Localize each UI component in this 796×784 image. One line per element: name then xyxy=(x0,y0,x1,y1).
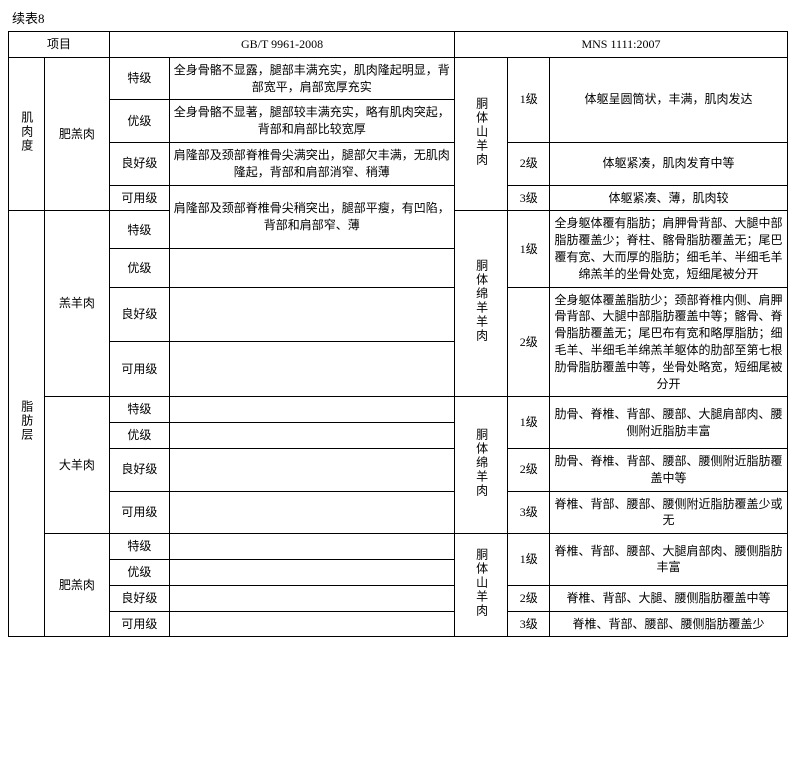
gb-grade-you: 优级 xyxy=(110,100,169,143)
table-row: 良好级 肩隆部及颈部脊椎骨尖满突出，腿部欠丰满，无肌肉隆起，背部和肩部消窄、稍薄… xyxy=(9,142,788,185)
gb-grade-you: 优级 xyxy=(110,423,169,449)
mns-desc: 脊椎、背部、腰部、腰侧脂肪覆盖少 xyxy=(550,611,788,637)
mns-desc: 肋骨、脊椎、背部、腰部、大腿肩部肉、腰侧附近脂肪丰富 xyxy=(550,397,788,449)
gb-desc-empty xyxy=(169,534,454,560)
mns-cat-shanyang2: 胴体山羊肉 xyxy=(454,534,508,637)
gb-grade-keyong: 可用级 xyxy=(110,491,169,534)
mns-desc: 脊椎、背部、大腿、腰侧脂肪覆盖中等 xyxy=(550,585,788,611)
gb-grade-lianghao: 良好级 xyxy=(110,287,169,342)
header-gb: GB/T 9961-2008 xyxy=(110,32,455,58)
table-row: 良好级 2级 肋骨、脊椎、背部、腰部、腰侧附近脂肪覆盖中等 xyxy=(9,448,788,491)
gb-grade-you: 优级 xyxy=(110,249,169,287)
gb-desc: 全身骨骼不显著，腿部较丰满充实，略有肌肉突起，背部和肩部比较宽厚 xyxy=(169,100,454,143)
mns-grade-1: 1级 xyxy=(508,211,550,287)
gb-grade-lianghao: 良好级 xyxy=(110,585,169,611)
gb-desc: 肩隆部及颈部脊椎骨尖稍突出，腿部平瘦，有凹陷，背部和肩部窄、薄 xyxy=(169,185,454,249)
gb-grade-you: 优级 xyxy=(110,559,169,585)
mns-cat-mianyang: 胴体绵羊羊肉 xyxy=(454,211,508,397)
table-row: 大羊肉 特级 胴体绵羊肉 1级 肋骨、脊椎、背部、腰部、大腿肩部肉、腰侧附近脂肪… xyxy=(9,397,788,423)
mns-grade-2: 2级 xyxy=(508,585,550,611)
mns-grade-1: 1级 xyxy=(508,397,550,449)
gb-grade-lianghao: 良好级 xyxy=(110,142,169,185)
table-row: 肌肉度 肥羔肉 特级 全身骨骼不显露，腿部丰满充实，肌肉隆起明显，背部宽平，肩部… xyxy=(9,57,788,100)
mns-cat-mianyang2: 胴体绵羊肉 xyxy=(454,397,508,534)
gb-desc-empty xyxy=(169,423,454,449)
gb-desc-empty xyxy=(169,559,454,585)
gb-desc-empty xyxy=(169,397,454,423)
gb-desc-empty xyxy=(169,249,454,287)
gb-grade-lianghao: 良好级 xyxy=(110,448,169,491)
col-fat: 脂肪层 xyxy=(9,211,45,637)
mns-grade-3: 3级 xyxy=(508,491,550,534)
cat-dayangrou: 大羊肉 xyxy=(44,397,109,534)
mns-grade-2: 2级 xyxy=(508,142,550,185)
header-mns: MNS 1111:2007 xyxy=(454,32,787,58)
table-row: 良好级 2级 全身躯体覆盖脂肪少；颈部脊椎内侧、肩胛骨背部、大腿中部脂肪覆盖中等… xyxy=(9,287,788,342)
mns-desc: 体躯呈圆筒状，丰满，肌肉发达 xyxy=(550,57,788,142)
gb-grade-keyong: 可用级 xyxy=(110,611,169,637)
gb-grade-te: 特级 xyxy=(110,534,169,560)
table-row: 可用级 3级 脊椎、背部、腰部、腰侧附近脂肪覆盖少或无 xyxy=(9,491,788,534)
cat-feigaorou: 肥羔肉 xyxy=(44,57,109,211)
table-caption: 续表8 xyxy=(12,8,788,27)
mns-grade-3: 3级 xyxy=(508,611,550,637)
gb-grade-keyong: 可用级 xyxy=(110,185,169,211)
gb-grade-te: 特级 xyxy=(110,57,169,100)
gb-desc-empty xyxy=(169,585,454,611)
table-row: 肥羔肉 特级 胴体山羊肉 1级 脊椎、背部、腰部、大腿肩部肉、腰侧脂肪丰富 xyxy=(9,534,788,560)
mns-desc: 脊椎、背部、腰部、腰侧附近脂肪覆盖少或无 xyxy=(550,491,788,534)
gb-desc-empty xyxy=(169,287,454,342)
mns-desc: 体躯紧凑、薄，肌肉较 xyxy=(550,185,788,211)
cat-feigaorou2: 肥羔肉 xyxy=(44,534,109,637)
mns-grade-1: 1级 xyxy=(508,57,550,142)
gb-grade-keyong: 可用级 xyxy=(110,342,169,397)
mns-desc: 全身躯体覆盖脂肪少；颈部脊椎内侧、肩胛骨背部、大腿中部脂肪覆盖中等；髂骨、脊骨脂… xyxy=(550,287,788,397)
table-row: 项目 GB/T 9961-2008 MNS 1111:2007 xyxy=(9,32,788,58)
header-project: 项目 xyxy=(9,32,110,58)
gb-desc-empty xyxy=(169,491,454,534)
table-row: 良好级 2级 脊椎、背部、大腿、腰侧脂肪覆盖中等 xyxy=(9,585,788,611)
mns-cat-shanyang: 胴体山羊肉 xyxy=(454,57,508,211)
gb-desc-empty xyxy=(169,448,454,491)
gb-desc: 全身骨骼不显露，腿部丰满充实，肌肉隆起明显，背部宽平，肩部宽厚充实 xyxy=(169,57,454,100)
cat-gaoyangrou: 羔羊肉 xyxy=(44,211,109,397)
gb-desc-empty xyxy=(169,611,454,637)
col-muscle: 肌肉度 xyxy=(9,57,45,211)
gb-desc: 肩隆部及颈部脊椎骨尖满突出，腿部欠丰满，无肌肉隆起，背部和肩部消窄、稍薄 xyxy=(169,142,454,185)
table-row: 可用级 3级 脊椎、背部、腰部、腰侧脂肪覆盖少 xyxy=(9,611,788,637)
gb-desc-empty xyxy=(169,342,454,397)
mns-desc: 脊椎、背部、腰部、大腿肩部肉、腰侧脂肪丰富 xyxy=(550,534,788,586)
gb-grade-te: 特级 xyxy=(110,397,169,423)
spec-table: 项目 GB/T 9961-2008 MNS 1111:2007 肌肉度 肥羔肉 … xyxy=(8,31,788,637)
mns-desc: 肋骨、脊椎、背部、腰部、腰侧附近脂肪覆盖中等 xyxy=(550,448,788,491)
mns-desc: 体躯紧凑，肌肉发育中等 xyxy=(550,142,788,185)
gb-grade-te: 特级 xyxy=(110,211,169,249)
table-row: 可用级 肩隆部及颈部脊椎骨尖稍突出，腿部平瘦，有凹陷，背部和肩部窄、薄 3级 体… xyxy=(9,185,788,211)
mns-grade-2: 2级 xyxy=(508,287,550,397)
mns-desc: 全身躯体覆有脂肪；肩胛骨背部、大腿中部脂肪覆盖少；脊柱、髂骨脂肪覆盖无；尾巴覆有… xyxy=(550,211,788,287)
mns-grade-2: 2级 xyxy=(508,448,550,491)
mns-grade-3: 3级 xyxy=(508,185,550,211)
mns-grade-1: 1级 xyxy=(508,534,550,586)
